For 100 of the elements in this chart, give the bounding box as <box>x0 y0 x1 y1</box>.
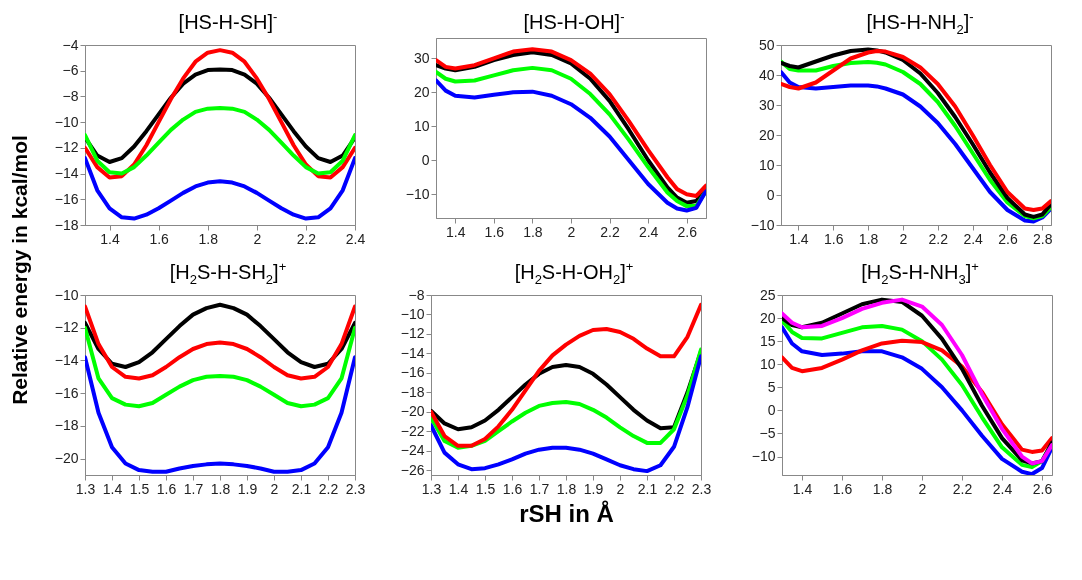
x-tick-label: 2 <box>270 480 279 497</box>
x-tick-label: 1.6 <box>832 480 853 497</box>
x-tick-label: 2.6 <box>998 230 1018 247</box>
x-tick-label: 1.9 <box>237 480 258 497</box>
x-tick-label: 1.7 <box>529 480 550 497</box>
y-tick-label: −12 <box>54 139 79 156</box>
y-tick-label: 10 <box>413 117 430 134</box>
y-tick-label: −18 <box>400 383 425 400</box>
x-tick-label: 2.4 <box>992 480 1013 497</box>
x-tick-label: 2 <box>899 230 908 247</box>
y-tick-label: −12 <box>400 325 425 342</box>
x-tick-label: 2 <box>616 480 625 497</box>
y-tick-label: −10 <box>751 448 776 465</box>
x-tick-label: 1.8 <box>858 230 879 247</box>
x-tick-label: 2 <box>253 230 262 247</box>
line-series <box>85 304 355 381</box>
x-tick-label: 2.2 <box>928 230 949 247</box>
y-tick-label: −16 <box>400 364 425 381</box>
x-tick-label: 2.3 <box>345 480 366 497</box>
x-tick-label: 2.4 <box>345 230 366 247</box>
line-series <box>85 48 355 180</box>
y-tick-label: 30 <box>758 96 775 113</box>
y-tick-label: −16 <box>54 190 79 207</box>
y-tick-label: 0 <box>766 186 775 203</box>
y-tick-label: −8 <box>408 286 425 303</box>
y-tick-label: −22 <box>400 422 425 439</box>
y-tick-label: −10 <box>54 286 79 303</box>
chart-title: [H$_{2}$S-H-NH$_{3}$]$^{+}$ <box>860 258 979 287</box>
y-tick-label: −14 <box>400 344 425 361</box>
chart-title: [HS-H-SH]$^{-}$ <box>177 8 278 34</box>
x-tick-label: 1.8 <box>523 223 543 240</box>
y-tick-label: −6 <box>62 62 79 79</box>
chart-title: [HS-H-NH$_{2}$]$^{-}$ <box>865 8 974 37</box>
x-tick-label: 1.4 <box>100 230 120 247</box>
y-tick-label: −18 <box>54 417 79 434</box>
x-tick-label: 1.8 <box>198 230 219 247</box>
x-tick-label: 2.2 <box>600 223 621 240</box>
y-tick-label: −10 <box>750 216 775 233</box>
x-tick-label: 2.6 <box>1032 480 1053 497</box>
y-tick-label: −5 <box>759 424 776 441</box>
y-tick-label: −20 <box>54 450 79 467</box>
y-tick-label: −14 <box>54 165 79 182</box>
x-tick-label: 2 <box>918 480 927 497</box>
x-tick-label: 2.2 <box>318 480 339 497</box>
y-tick-label: 25 <box>759 286 776 303</box>
x-tick-label: 1.4 <box>446 223 466 240</box>
x-tick-label: 1.3 <box>75 480 96 497</box>
line-series <box>431 354 701 474</box>
y-tick-label: −8 <box>62 87 79 104</box>
x-tick-label: 1.7 <box>183 480 204 497</box>
y-tick-label: 20 <box>413 83 430 100</box>
x-tick-label: 1.4 <box>792 480 813 497</box>
x-tick-label: 2.2 <box>296 230 317 247</box>
y-tick-label: 30 <box>413 49 430 66</box>
x-tick-label: 1.9 <box>583 480 604 497</box>
x-tick-label: 1.6 <box>502 480 523 497</box>
y-tick-label: 5 <box>767 378 776 395</box>
x-tick-label: 2.2 <box>664 480 685 497</box>
y-tick-label: −12 <box>54 319 79 336</box>
x-tick-label: 2.4 <box>638 223 659 240</box>
y-tick-label: 20 <box>759 309 776 326</box>
x-tick-label: 1.8 <box>872 480 893 497</box>
y-tick-label: 20 <box>758 126 775 143</box>
x-tick-label: 1.5 <box>475 480 496 497</box>
line-series <box>85 156 355 221</box>
x-tick-label: 2.2 <box>952 480 973 497</box>
y-tick-label: 0 <box>767 401 776 418</box>
x-tick-label: 2.1 <box>291 480 312 497</box>
chart-title: [HS-H-OH]$^{-}$ <box>522 8 625 34</box>
x-tick-label: 1.4 <box>789 230 809 247</box>
y-tick-label: 0 <box>421 151 430 168</box>
x-tick-label: 2.6 <box>677 223 698 240</box>
line-series <box>85 302 355 369</box>
y-tick-label: −14 <box>54 351 79 368</box>
x-tick-label: 2.1 <box>637 480 658 497</box>
x-tick-label: 1.6 <box>484 223 505 240</box>
x-tick-label: 1.6 <box>824 230 844 247</box>
x-tick-label: 2.8 <box>1033 230 1053 247</box>
line-series <box>85 325 355 409</box>
y-tick-label: 10 <box>758 156 775 173</box>
y-tick-label: 50 <box>758 36 775 53</box>
chart-title: [H$_{2}$S-H-OH$_{2}$]$^{+}$ <box>513 258 634 287</box>
line-series <box>85 106 355 176</box>
chart-title: [H$_{2}$S-H-SH$_{2}$]$^{+}$ <box>168 258 287 287</box>
x-tick-label: 1.3 <box>421 480 442 497</box>
x-tick-label: 1.4 <box>102 480 123 497</box>
y-tick-label: −10 <box>54 113 79 130</box>
x-tick-label: 1.5 <box>129 480 150 497</box>
y-tick-label: −18 <box>54 216 79 233</box>
y-tick-label: 40 <box>758 66 775 83</box>
y-tick-label: 15 <box>759 332 776 349</box>
x-tick-label: 1.4 <box>448 480 469 497</box>
x-tick-label: 1.6 <box>149 230 170 247</box>
x-tick-label: 1.8 <box>556 480 577 497</box>
y-tick-label: −24 <box>400 442 425 459</box>
y-tick-label: −4 <box>62 36 79 53</box>
x-tick-label: 1.6 <box>156 480 177 497</box>
line-series <box>85 355 355 474</box>
x-tick-label: 2.4 <box>963 230 984 247</box>
x-tick-label: 2.3 <box>691 480 712 497</box>
